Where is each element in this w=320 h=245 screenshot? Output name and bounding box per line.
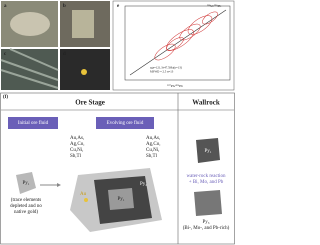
photo-c-texture [0,48,59,89]
py1-note: native gold) [14,210,38,215]
py1-label: Py₁ [22,181,29,186]
reaction-text: + Bi, Mo, and Pb [189,180,224,185]
inset-text: age=121.3±47.5Ma(n=13) [150,66,182,70]
photo-d-grain [81,69,87,75]
header: Ore Stage [75,99,105,107]
y-axis-label: ²³⁸U/²⁰⁶Pb [207,4,221,8]
py1-grain [16,172,36,194]
fluid-label: Evolving ore fluid [107,121,144,126]
ellipses [154,11,218,61]
py3-label: Py₃ [202,220,209,225]
element-text: Sb,Tl [146,154,158,159]
py1-inner-label: Py₁ [117,197,124,202]
gold-grain [84,198,88,202]
py3-note: (Bi-, Mo-, and Pb-rich) [183,226,230,231]
panel-label: b [63,4,66,9]
wall-py-label: Py₁ [204,149,211,154]
figure: a b c d e age=121.3±47.5Ma(n=13) MSWD = … [0,0,235,245]
regression-line [129,9,227,76]
x-axis-label: ²⁰⁷Pb/²⁰⁶Pb [167,84,183,88]
panel-label: d [63,52,66,57]
wall-py-grain [196,138,220,163]
panel-label: c [4,52,7,57]
fluid-box [96,117,154,129]
photo-a-sample [10,12,50,36]
inset-text: MSWD = 2.5 n=13 [150,70,174,74]
au-label: Au [80,192,87,197]
py1-note: depleted and no [10,204,42,209]
py1-core [108,188,134,210]
plot-axes [124,5,231,81]
reaction-text: water-rock reaction [187,174,226,179]
py2-label: Py₂ [140,182,147,187]
panel-label: e [117,4,120,9]
element-text: Sb,Tl [70,154,82,159]
py3-grain [194,190,222,216]
photo-b-detail [72,10,94,38]
element-text: Ag,Co, [146,142,160,147]
panel-label: a [4,4,7,9]
fluid-label: Initial ore fluid [18,121,49,126]
element-text: Cu,Ni, [70,148,83,153]
header: Wallrock [192,99,220,107]
fluid-box [8,117,58,129]
panel-label: (f) [3,95,8,100]
element-text: Au,As, [146,136,160,141]
py1-note: (trace elements [11,198,41,203]
element-list: Au,As, Ag,Co, Cu,Ni, Sb,Tl Au,As, Ag,Co,… [70,136,160,159]
element-text: Cu,Ni, [146,148,159,153]
element-text: Ag,Co, [70,142,84,147]
element-text: Au,As, [70,136,84,141]
